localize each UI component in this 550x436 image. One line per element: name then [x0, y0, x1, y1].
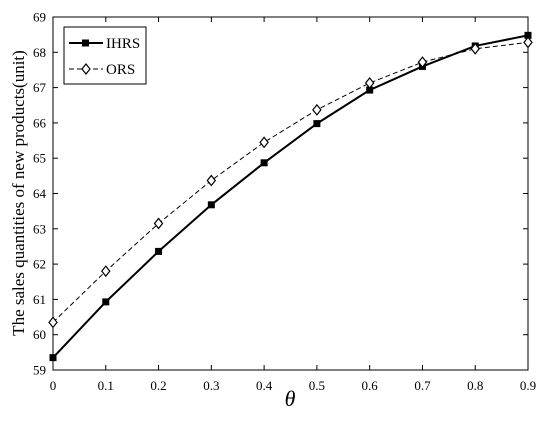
y-tick-label: 69 [33, 10, 46, 25]
y-tick-label: 65 [33, 151, 46, 166]
data-point-ihrs [102, 298, 110, 306]
data-point-ors [364, 77, 375, 89]
axis-ticks: 0 0.1 0.2 0.3 0.4 0.5 0.6 0.7 0.8 0.9 59 60 61 62 63 64… [33, 10, 536, 394]
data-point-ors [206, 174, 217, 187]
y-tick-label: 67 [33, 80, 47, 95]
x-axis-title: θ [285, 386, 296, 411]
x-tick-label: 0.5 [309, 378, 325, 393]
data-point-ihrs [524, 31, 532, 39]
data-point-ors [48, 316, 58, 329]
data-point-ors [417, 56, 428, 69]
data-point-ors [523, 36, 533, 49]
y-tick-label: 63 [33, 221, 46, 236]
x-tick-label: 0.7 [414, 378, 431, 393]
y-axis-title: The sales quantities of new products(uni… [9, 50, 28, 336]
data-point-ihrs [49, 354, 57, 362]
series-line-ors [52, 41, 529, 323]
data-point-ors [101, 265, 111, 278]
data-point-ors [470, 42, 480, 55]
x-tick-label: 0.8 [467, 378, 483, 393]
x-tick-label: 0.3 [203, 378, 219, 393]
x-tick-label: 0.6 [362, 378, 379, 393]
legend-label-ors: ORS [106, 62, 135, 78]
data-point-ors [153, 217, 164, 230]
y-tick-label: 64 [33, 186, 47, 201]
data-point-ihrs [366, 86, 374, 94]
data-point-ors [259, 136, 269, 149]
x-tick-label: 0.9 [520, 378, 536, 393]
y-tick-label: 59 [33, 363, 46, 378]
legend-marker-ors [81, 63, 91, 75]
legend-label-ihrs: IHRS [106, 36, 140, 52]
series-layer [48, 31, 533, 362]
data-point-ors [312, 103, 322, 116]
y-tick-label: 66 [33, 115, 47, 130]
legend: IHRS ORS [63, 26, 147, 85]
y-tick-label: 60 [33, 327, 46, 342]
data-point-ihrs [155, 247, 163, 255]
x-tick-label: 0.4 [256, 378, 273, 393]
data-point-ihrs [313, 120, 321, 128]
legend-marker-ihrs [82, 39, 89, 47]
data-point-ihrs [260, 159, 268, 167]
x-tick-label: 0 [50, 378, 57, 393]
data-point-ihrs [207, 201, 215, 209]
legend-box [63, 26, 147, 85]
y-tick-label: 68 [33, 45, 46, 60]
series-line-ihrs [52, 34, 529, 359]
y-tick-label: 62 [33, 257, 46, 272]
x-tick-label: 0.2 [150, 378, 166, 393]
x-tick-label: 0.1 [98, 378, 114, 393]
y-tick-label: 61 [33, 292, 46, 307]
